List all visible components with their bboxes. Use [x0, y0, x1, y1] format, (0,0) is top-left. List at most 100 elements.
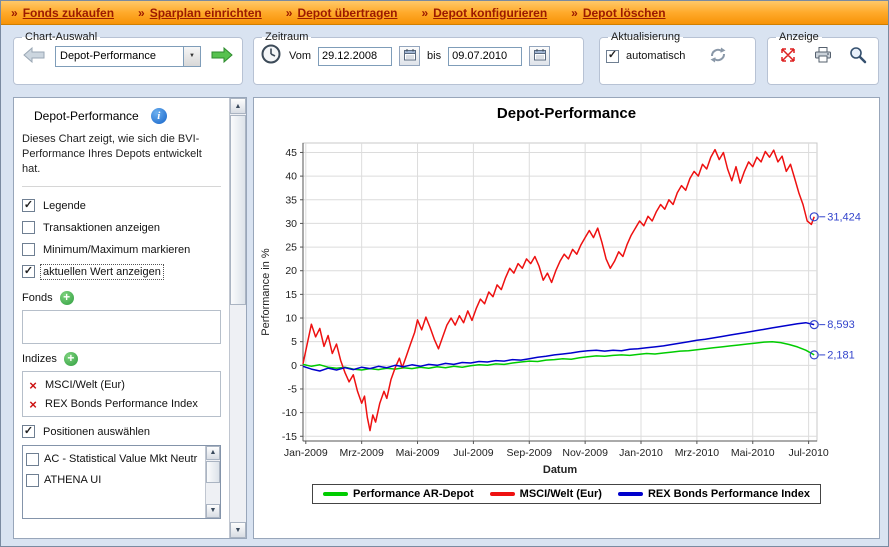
menu-link-fonds-zukaufen[interactable]: » Fonds zukaufen	[11, 6, 114, 20]
menubar: » Fonds zukaufen » Sparplan einrichten »…	[1, 1, 888, 25]
chart-type-dropdown[interactable]: Depot-Performance	[55, 45, 201, 67]
menu-bullet-icon: »	[571, 5, 578, 20]
legend-swatch-green	[323, 492, 349, 496]
menu-link-label: Fonds zukaufen	[22, 5, 115, 20]
refresh-icon	[707, 45, 729, 68]
svg-text:30: 30	[285, 218, 297, 230]
scrollbar-thumb[interactable]	[206, 460, 220, 483]
svg-text:25: 25	[285, 242, 297, 254]
legend-checkbox[interactable]	[22, 199, 35, 213]
period-group-label: Zeitraum	[265, 31, 309, 43]
option-label: Transaktionen anzeigen	[43, 221, 161, 234]
svg-text:31,424: 31,424	[827, 211, 861, 223]
from-label: Vom	[289, 50, 312, 62]
svg-text:Mrz-2009: Mrz-2009	[339, 447, 384, 459]
date-from-calendar-button[interactable]	[399, 46, 421, 66]
remove-index-icon[interactable]	[27, 379, 39, 392]
add-fonds-icon[interactable]	[59, 290, 74, 305]
scroll-up-icon[interactable]	[230, 98, 246, 114]
index-label: REX Bonds Performance Index	[45, 398, 198, 411]
menu-link-sparplan-einrichten[interactable]: » Sparplan einrichten	[138, 6, 262, 20]
date-to-input[interactable]	[448, 46, 523, 66]
option-label: Legende	[43, 199, 86, 212]
remove-index-icon[interactable]	[27, 398, 39, 411]
sidebar-chart-title: Depot-Performance	[34, 109, 139, 123]
positions-checkbox[interactable]	[22, 425, 35, 439]
fonds-section-header: Fonds	[22, 288, 221, 308]
indizes-section-header: Indizes	[22, 349, 221, 369]
menu-bullet-icon: »	[11, 5, 18, 20]
svg-text:0: 0	[291, 360, 297, 372]
legend-swatch-blue	[617, 492, 643, 496]
menu-link-depot-konfigurieren[interactable]: » Depot konfigurieren	[421, 6, 547, 20]
sidebar-scrollbar[interactable]	[229, 98, 246, 538]
svg-text:15: 15	[285, 289, 297, 301]
option-label: Minimum/Maximum markieren	[43, 243, 191, 256]
option-row-legende: Legende	[22, 195, 221, 217]
date-to-calendar-button[interactable]	[529, 46, 551, 66]
index-label: MSCI/Welt (Eur)	[45, 379, 125, 392]
svg-text:Performance in %: Performance in %	[260, 248, 272, 336]
option-row-minmax: Minimum/Maximum markieren	[22, 239, 221, 261]
refresh-button[interactable]	[704, 44, 732, 68]
svg-text:20: 20	[285, 265, 297, 277]
svg-text:10: 10	[285, 313, 297, 325]
clock-icon	[260, 43, 282, 70]
svg-text:-5: -5	[287, 383, 296, 395]
minmax-checkbox[interactable]	[22, 243, 35, 257]
scroll-down-icon[interactable]	[230, 522, 246, 538]
menu-bullet-icon: »	[285, 5, 293, 20]
current-value-checkbox[interactable]	[22, 265, 35, 279]
menu-bullet-icon: »	[421, 5, 429, 20]
position-label: ATHENA UI	[44, 474, 102, 487]
menu-link-depot-loeschen[interactable]: » Depot löschen	[571, 6, 665, 20]
position-item[interactable]: ATHENA UI	[26, 470, 202, 491]
svg-text:40: 40	[285, 171, 297, 183]
position-checkbox[interactable]	[26, 452, 39, 466]
option-row-aktueller-wert: aktuellen Wert anzeigen	[22, 261, 221, 283]
auto-refresh-label: automatisch	[626, 50, 686, 62]
position-item[interactable]: AC - Statistical Value Mkt Neutr	[26, 449, 202, 470]
legend-label: REX Bonds Performance Index	[647, 488, 810, 500]
print-chart-button[interactable]	[809, 44, 837, 68]
refresh-group: Aktualisierung automatisch	[599, 31, 756, 85]
svg-text:-15: -15	[281, 431, 296, 443]
info-icon[interactable]	[150, 108, 167, 124]
legend-item-msci: MSCI/Welt (Eur)	[489, 488, 602, 500]
svg-text:Mrz-2010: Mrz-2010	[674, 447, 719, 459]
chart-description: Dieses Chart zeigt, wie sich die BVI-Per…	[22, 132, 221, 187]
option-row-transaktionen: Transaktionen anzeigen	[22, 217, 221, 239]
date-from-input[interactable]	[318, 46, 393, 66]
previous-chart-button[interactable]	[20, 45, 48, 67]
svg-text:5: 5	[291, 336, 297, 348]
next-chart-button[interactable]	[208, 45, 236, 67]
scroll-down-icon[interactable]	[206, 503, 220, 518]
add-index-icon[interactable]	[63, 351, 78, 366]
positions-scrollbar[interactable]	[205, 445, 220, 518]
maximize-chart-button[interactable]	[774, 44, 802, 68]
printer-icon	[812, 45, 834, 68]
fonds-list-box	[22, 309, 221, 344]
scrollbar-thumb[interactable]	[230, 115, 246, 305]
svg-text:Jul-2009: Jul-2009	[453, 447, 493, 459]
svg-text:35: 35	[285, 194, 297, 206]
index-item: MSCI/Welt (Eur)	[27, 376, 216, 395]
performance-line-chart: -15 -10 -5 0 5 10 15 20 25 30 35 40 45 Jan-2009 Mrz-20…	[260, 142, 861, 476]
scroll-up-icon[interactable]	[206, 445, 220, 460]
transactions-checkbox[interactable]	[22, 221, 35, 235]
menu-link-depot-uebertragen[interactable]: » Depot übertragen	[286, 6, 398, 20]
option-label: aktuellen Wert anzeigen	[40, 263, 164, 280]
display-group: Anzeige	[767, 31, 879, 85]
chevron-down-icon[interactable]	[183, 46, 200, 66]
legend-label: Performance AR-Depot	[353, 488, 474, 500]
svg-text:-10: -10	[281, 407, 296, 419]
position-checkbox[interactable]	[26, 473, 39, 487]
svg-text:Jul-2010: Jul-2010	[788, 447, 828, 459]
auto-refresh-checkbox[interactable]	[606, 49, 619, 63]
zoom-chart-button[interactable]	[844, 44, 872, 68]
arrow-left-icon	[22, 46, 46, 67]
chart-legend: Performance AR-Depot MSCI/Welt (Eur) REX…	[254, 484, 879, 504]
menu-link-label: Sparplan einrichten	[149, 5, 262, 20]
maximize-icon	[778, 45, 798, 68]
